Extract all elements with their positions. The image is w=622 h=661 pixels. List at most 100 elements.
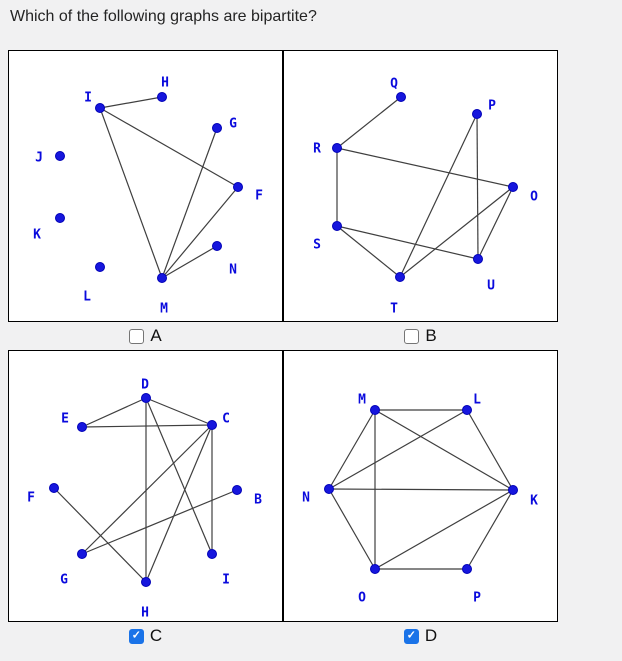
- graph-edge: [476, 113, 479, 260]
- graph-vertex-label: I: [84, 91, 92, 106]
- graph-edge: [328, 409, 376, 490]
- graph-vertex-label: E: [61, 412, 69, 427]
- graph-vertex: [207, 549, 217, 559]
- option-row-top: ✓ A ✓ B: [8, 322, 558, 350]
- graph-vertex: [508, 485, 518, 495]
- checkbox-b[interactable]: ✓: [404, 328, 420, 344]
- checkbox-c[interactable]: ✓: [128, 628, 144, 644]
- graph-vertex: [77, 549, 87, 559]
- graph-edge: [145, 424, 213, 583]
- graph-edge: [374, 409, 514, 491]
- graph-vertex: [396, 92, 406, 102]
- graph-vertex-label: O: [358, 591, 366, 606]
- graph-vertex: [462, 405, 472, 415]
- graph-edge: [477, 186, 514, 260]
- graph-vertex: [157, 273, 167, 283]
- graph-vertex-label: C: [222, 412, 230, 427]
- graph-edge: [161, 245, 218, 279]
- graph-vertex-label: F: [27, 491, 35, 506]
- graph-edge: [81, 489, 238, 555]
- quiz-grid: H I G J F K N L M Q P R O S U T ✓ A ✓ B D E C F B G I H M L N K O…: [8, 50, 558, 650]
- graph-edge: [466, 489, 514, 570]
- graph-edge: [328, 409, 468, 490]
- graph-vertex-label: K: [33, 228, 41, 243]
- graph-edge: [336, 147, 514, 188]
- graph-edge: [328, 488, 376, 570]
- graph-vertex-label: N: [229, 263, 237, 278]
- graph-edge: [99, 107, 163, 279]
- graph-vertex-label: K: [530, 494, 538, 509]
- graph-vertex: [462, 564, 472, 574]
- graph-edge: [328, 488, 514, 491]
- graph-vertex: [95, 262, 105, 272]
- graph-edge: [81, 424, 213, 428]
- graph-vertex-label: Q: [390, 77, 398, 92]
- graph-vertex-label: R: [313, 142, 321, 157]
- graph-vertex: [141, 393, 151, 403]
- graph-panel-a: H I G J F K N L M: [8, 50, 283, 322]
- graph-vertex-label: G: [60, 573, 68, 588]
- graph-vertex-label: M: [358, 393, 366, 408]
- checkbox-d[interactable]: ✓: [403, 628, 419, 644]
- graph-edge: [374, 489, 514, 570]
- graph-vertex-label: I: [222, 573, 230, 588]
- option-c: ✓ C: [8, 622, 283, 650]
- graph-vertex: [157, 92, 167, 102]
- graph-panel-d: M L N K O P: [283, 350, 558, 622]
- graph-vertex-label: H: [141, 606, 149, 621]
- graph-vertex: [473, 254, 483, 264]
- graph-vertex: [472, 109, 482, 119]
- graph-vertex-label: U: [487, 279, 495, 294]
- graph-vertex: [49, 483, 59, 493]
- graph-edge: [336, 96, 402, 149]
- graph-vertex-label: N: [302, 491, 310, 506]
- graph-edge: [145, 397, 213, 555]
- graph-vertex: [370, 405, 380, 415]
- graph-edge: [336, 225, 401, 278]
- option-b-label: B: [425, 326, 437, 345]
- option-d: ✓ D: [283, 622, 558, 650]
- graph-vertex-label: G: [229, 117, 237, 132]
- question-title: Which of the following graphs are bipart…: [10, 8, 317, 25]
- option-c-label: C: [149, 626, 163, 645]
- checkbox-a[interactable]: ✓: [129, 328, 145, 344]
- graph-panel-b: Q P R O S U T: [283, 50, 558, 322]
- graph-vertex: [141, 577, 151, 587]
- graph-vertex-label: B: [254, 493, 262, 508]
- option-b: ✓ B: [283, 322, 558, 350]
- graph-vertex-label: P: [473, 591, 481, 606]
- graph-row-bottom: D E C F B G I H M L N K O P: [8, 350, 558, 622]
- graph-vertex: [55, 213, 65, 223]
- graph-edge: [161, 186, 239, 279]
- graph-c-image: D E C F B G I H: [27, 378, 262, 621]
- graph-vertex: [324, 484, 334, 494]
- graph-vertex-label: L: [83, 290, 91, 305]
- graph-vertex: [370, 564, 380, 574]
- graph-vertex: [508, 182, 518, 192]
- graph-panel-c: D E C F B G I H: [8, 350, 283, 622]
- graph-edge: [53, 487, 147, 583]
- graph-vertex: [212, 241, 222, 251]
- graph-edge: [81, 397, 147, 428]
- graph-vertex: [232, 485, 242, 495]
- graph-vertex-label: P: [488, 99, 496, 114]
- graph-edge: [145, 397, 213, 426]
- graph-vertex: [207, 420, 217, 430]
- graph-edge: [336, 225, 479, 260]
- graph-edge: [81, 424, 213, 555]
- graph-vertex-label: J: [35, 151, 43, 166]
- option-row-bottom: ✓ C ✓ D: [8, 622, 558, 650]
- graph-d-image: M L N K O P: [302, 393, 538, 606]
- graph-vertex: [55, 151, 65, 161]
- graph-edge: [99, 107, 239, 188]
- graph-vertex: [233, 182, 243, 192]
- graph-vertex-label: T: [390, 302, 398, 317]
- graph-vertex-label: S: [313, 238, 321, 253]
- option-d-label: D: [424, 626, 438, 645]
- graph-edge: [161, 127, 218, 279]
- checkmark-icon: ✓: [406, 629, 416, 641]
- graph-row-top: H I G J F K N L M Q P R O S U T: [8, 50, 558, 322]
- graph-edge: [399, 186, 514, 278]
- graph-b-image: Q P R O S U T: [313, 77, 538, 317]
- graph-vertex: [95, 103, 105, 113]
